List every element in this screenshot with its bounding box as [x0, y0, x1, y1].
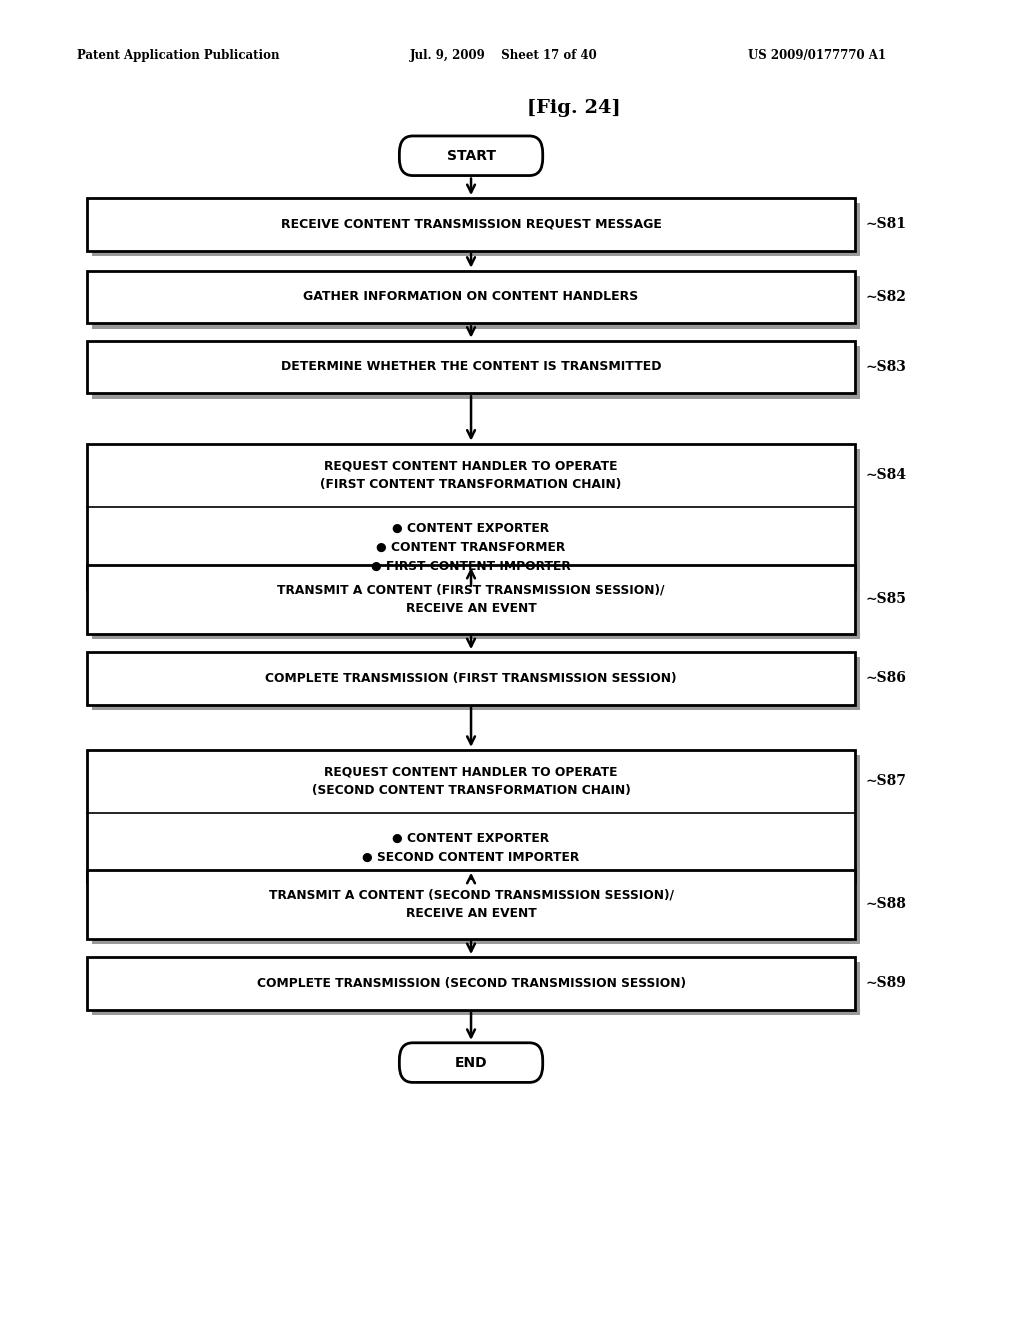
Bar: [92, 570, 860, 639]
Bar: [87, 271, 855, 323]
Bar: [92, 755, 860, 887]
Bar: [87, 565, 855, 634]
Bar: [87, 341, 855, 393]
Text: ∼S89: ∼S89: [865, 977, 906, 990]
FancyBboxPatch shape: [399, 136, 543, 176]
Text: US 2009/0177770 A1: US 2009/0177770 A1: [748, 49, 886, 62]
Bar: [87, 652, 855, 705]
Text: ∼S86: ∼S86: [865, 672, 906, 685]
Text: END: END: [455, 1056, 487, 1069]
Bar: [92, 346, 860, 399]
Text: REQUEST CONTENT HANDLER TO OPERATE
(FIRST CONTENT TRANSFORMATION CHAIN): REQUEST CONTENT HANDLER TO OPERATE (FIRS…: [321, 459, 622, 491]
Text: START: START: [446, 149, 496, 162]
Text: COMPLETE TRANSMISSION (FIRST TRANSMISSION SESSION): COMPLETE TRANSMISSION (FIRST TRANSMISSIO…: [265, 672, 677, 685]
Text: TRANSMIT A CONTENT (FIRST TRANSMISSION SESSION)/
RECEIVE AN EVENT: TRANSMIT A CONTENT (FIRST TRANSMISSION S…: [278, 583, 665, 615]
Text: ∼S88: ∼S88: [865, 898, 906, 911]
FancyBboxPatch shape: [399, 1043, 543, 1082]
Text: ∼S82: ∼S82: [865, 290, 906, 304]
Text: ∼S84: ∼S84: [865, 469, 906, 482]
Bar: [92, 276, 860, 329]
Bar: [92, 657, 860, 710]
Text: TRANSMIT A CONTENT (SECOND TRANSMISSION SESSION)/
RECEIVE AN EVENT: TRANSMIT A CONTENT (SECOND TRANSMISSION …: [268, 888, 674, 920]
Text: GATHER INFORMATION ON CONTENT HANDLERS: GATHER INFORMATION ON CONTENT HANDLERS: [303, 290, 639, 304]
Text: ∼S81: ∼S81: [865, 218, 906, 231]
Bar: [87, 198, 855, 251]
Text: Patent Application Publication: Patent Application Publication: [77, 49, 280, 62]
Text: ● CONTENT EXPORTER
● SECOND CONTENT IMPORTER: ● CONTENT EXPORTER ● SECOND CONTENT IMPO…: [362, 832, 580, 863]
Bar: [92, 875, 860, 944]
Bar: [92, 449, 860, 594]
Bar: [92, 203, 860, 256]
Text: DETERMINE WHETHER THE CONTENT IS TRANSMITTED: DETERMINE WHETHER THE CONTENT IS TRANSMI…: [281, 360, 662, 374]
Text: ● CONTENT EXPORTER
● CONTENT TRANSFORMER
● FIRST CONTENT IMPORTER: ● CONTENT EXPORTER ● CONTENT TRANSFORMER…: [371, 523, 571, 573]
Bar: [87, 870, 855, 939]
Bar: [87, 444, 855, 589]
Bar: [87, 750, 855, 882]
Text: ∼S83: ∼S83: [865, 360, 906, 374]
Bar: [87, 957, 855, 1010]
Text: ∼S87: ∼S87: [865, 775, 906, 788]
Text: REQUEST CONTENT HANDLER TO OPERATE
(SECOND CONTENT TRANSFORMATION CHAIN): REQUEST CONTENT HANDLER TO OPERATE (SECO…: [311, 766, 631, 797]
Text: RECEIVE CONTENT TRANSMISSION REQUEST MESSAGE: RECEIVE CONTENT TRANSMISSION REQUEST MES…: [281, 218, 662, 231]
Text: [Fig. 24]: [Fig. 24]: [526, 99, 621, 117]
Text: ∼S85: ∼S85: [865, 593, 906, 606]
Text: COMPLETE TRANSMISSION (SECOND TRANSMISSION SESSION): COMPLETE TRANSMISSION (SECOND TRANSMISSI…: [257, 977, 685, 990]
Text: Jul. 9, 2009    Sheet 17 of 40: Jul. 9, 2009 Sheet 17 of 40: [410, 49, 597, 62]
Bar: [92, 962, 860, 1015]
